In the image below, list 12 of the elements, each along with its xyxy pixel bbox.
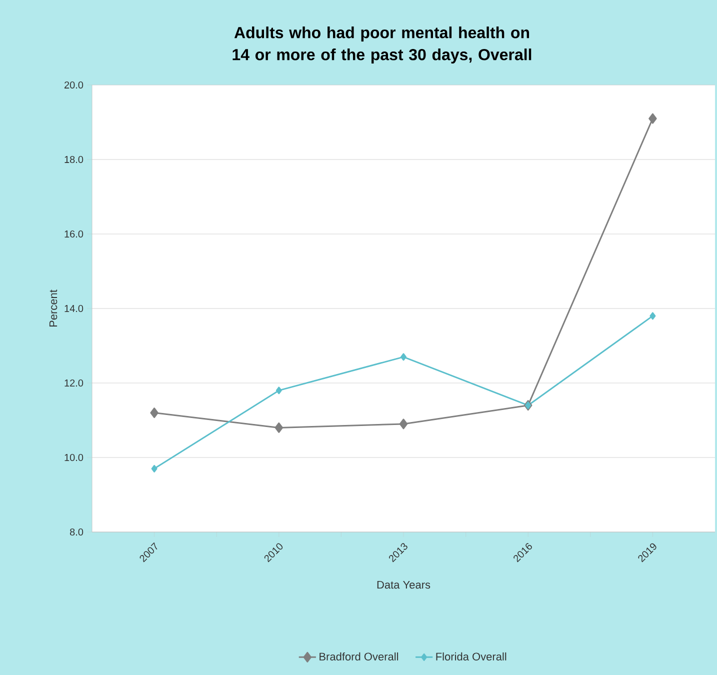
y-tick-label: 14.0 xyxy=(64,304,84,312)
y-tick-label: 18.0 xyxy=(64,156,84,164)
chart-title: Adults who had poor mental health on 14 or more of the past 30 days, Overall xyxy=(232,26,532,64)
legend-label: Bradford Overall xyxy=(320,652,398,661)
y-axis-title: Percent xyxy=(49,290,58,327)
y-tick-label: 8.0 xyxy=(70,528,84,536)
legend-label: Florida Overall xyxy=(436,652,506,661)
y-tick-label: 20.0 xyxy=(64,81,84,89)
x-axis-title: Data Years xyxy=(377,580,430,589)
y-tick-label: 16.0 xyxy=(64,230,84,238)
y-tick-label: 10.0 xyxy=(64,454,84,462)
y-tick-label: 12.0 xyxy=(64,379,84,387)
